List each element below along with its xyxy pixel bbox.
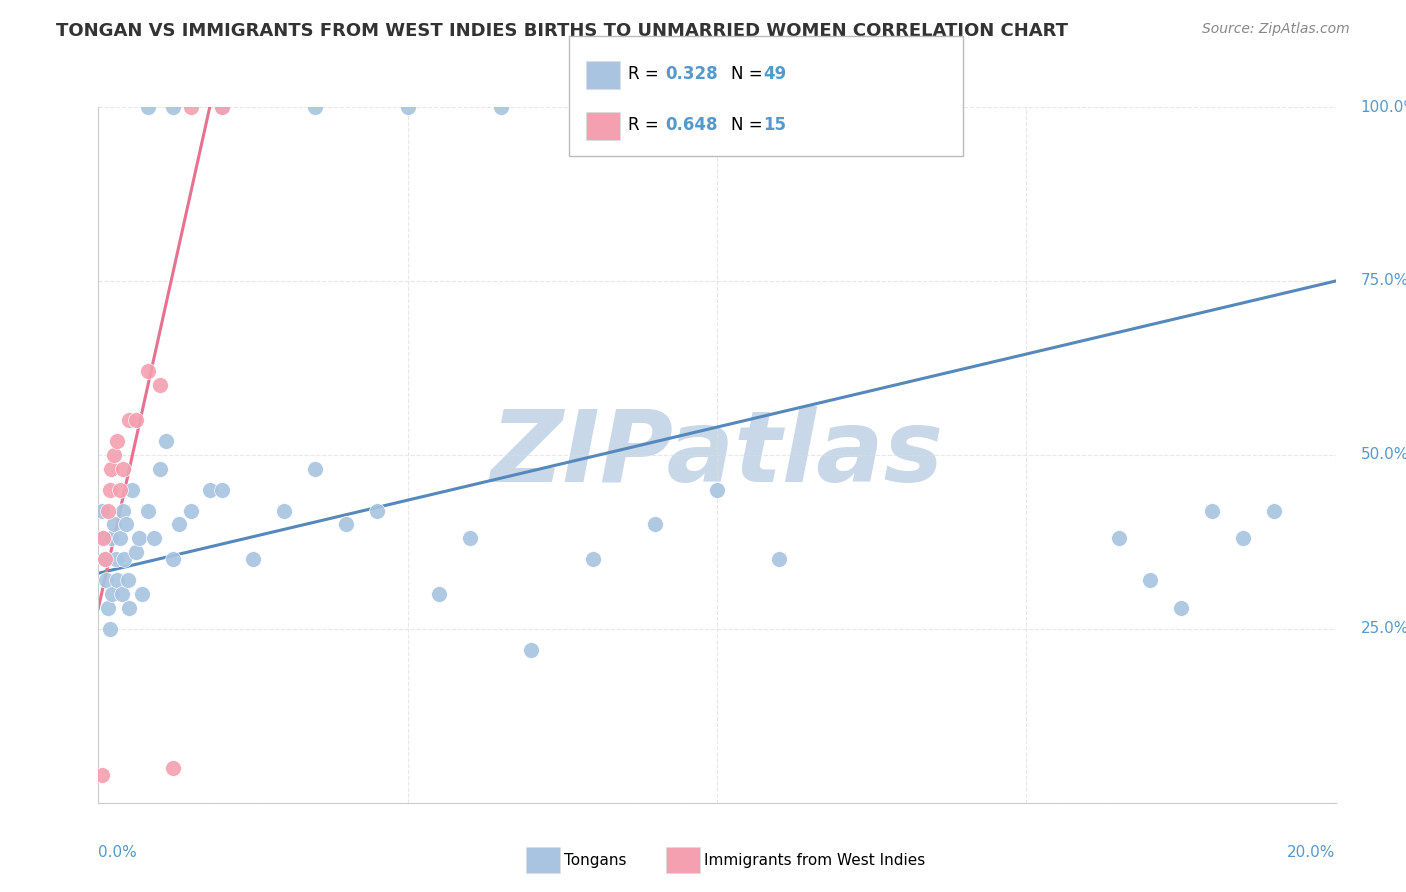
Point bbox=[111, 587, 134, 601]
Point bbox=[396, 100, 419, 114]
Point bbox=[108, 483, 131, 497]
Point bbox=[131, 587, 153, 601]
Text: Source: ZipAtlas.com: Source: ZipAtlas.com bbox=[1202, 22, 1350, 37]
Point bbox=[180, 100, 202, 114]
Point bbox=[242, 552, 264, 566]
Point bbox=[149, 462, 172, 476]
Point bbox=[103, 517, 125, 532]
Point bbox=[644, 517, 666, 532]
Point bbox=[108, 532, 131, 546]
Point bbox=[98, 483, 121, 497]
Point bbox=[1201, 503, 1223, 517]
Text: N =: N = bbox=[731, 116, 768, 134]
Point bbox=[1263, 503, 1285, 517]
Text: 20.0%: 20.0% bbox=[1288, 845, 1336, 860]
Text: Immigrants from West Indies: Immigrants from West Indies bbox=[704, 854, 925, 868]
Point bbox=[105, 573, 128, 587]
Point bbox=[675, 100, 697, 114]
Point bbox=[118, 413, 141, 427]
Text: ZIPatlas: ZIPatlas bbox=[491, 407, 943, 503]
Text: R =: R = bbox=[628, 116, 665, 134]
Point bbox=[167, 517, 190, 532]
Point bbox=[90, 503, 112, 517]
Point bbox=[115, 517, 138, 532]
Point bbox=[136, 100, 159, 114]
Point bbox=[180, 503, 202, 517]
Point bbox=[103, 448, 125, 462]
Point bbox=[520, 642, 543, 657]
Point bbox=[104, 552, 127, 566]
Point bbox=[149, 378, 172, 392]
Point bbox=[1139, 573, 1161, 587]
Point bbox=[94, 573, 117, 587]
Text: R =: R = bbox=[628, 65, 665, 83]
Point bbox=[768, 552, 790, 566]
Text: 0.328: 0.328 bbox=[665, 65, 717, 83]
Text: 25.0%: 25.0% bbox=[1361, 622, 1406, 636]
Text: 50.0%: 50.0% bbox=[1361, 448, 1406, 462]
Point bbox=[198, 483, 221, 497]
Point bbox=[124, 545, 146, 559]
Point bbox=[1108, 532, 1130, 546]
Text: 75.0%: 75.0% bbox=[1361, 274, 1406, 288]
Point bbox=[112, 503, 135, 517]
Point bbox=[112, 552, 135, 566]
Text: 0.648: 0.648 bbox=[665, 116, 717, 134]
Point bbox=[93, 532, 115, 546]
Point bbox=[155, 434, 177, 448]
Point bbox=[100, 532, 122, 546]
Point bbox=[93, 532, 115, 546]
Point bbox=[211, 100, 233, 114]
Point bbox=[211, 483, 233, 497]
Point bbox=[100, 462, 122, 476]
Point bbox=[335, 517, 357, 532]
Point bbox=[143, 532, 166, 546]
Point bbox=[97, 601, 120, 615]
Point bbox=[304, 462, 326, 476]
Point bbox=[273, 503, 295, 517]
Point bbox=[97, 503, 120, 517]
Point bbox=[582, 100, 605, 114]
Point bbox=[121, 483, 143, 497]
Point bbox=[98, 622, 121, 636]
Point bbox=[124, 413, 146, 427]
Point bbox=[1170, 601, 1192, 615]
Point bbox=[582, 552, 605, 566]
Point bbox=[136, 503, 159, 517]
Point bbox=[136, 364, 159, 378]
Point bbox=[90, 768, 112, 782]
Text: N =: N = bbox=[731, 65, 768, 83]
Point bbox=[118, 601, 141, 615]
Point bbox=[1232, 532, 1254, 546]
Point bbox=[101, 587, 124, 601]
Point bbox=[489, 100, 512, 114]
Point bbox=[706, 483, 728, 497]
Point bbox=[105, 434, 128, 448]
Point bbox=[162, 552, 184, 566]
Text: Tongans: Tongans bbox=[564, 854, 626, 868]
Text: TONGAN VS IMMIGRANTS FROM WEST INDIES BIRTHS TO UNMARRIED WOMEN CORRELATION CHAR: TONGAN VS IMMIGRANTS FROM WEST INDIES BI… bbox=[56, 22, 1069, 40]
Point bbox=[128, 532, 150, 546]
Point bbox=[427, 587, 450, 601]
Point bbox=[162, 100, 184, 114]
Point bbox=[93, 552, 115, 566]
Point bbox=[304, 100, 326, 114]
Text: 0.0%: 0.0% bbox=[98, 845, 138, 860]
Text: 15: 15 bbox=[763, 116, 786, 134]
Point bbox=[162, 761, 184, 775]
Point bbox=[117, 573, 139, 587]
Point bbox=[366, 503, 388, 517]
Point bbox=[93, 552, 115, 566]
Text: 49: 49 bbox=[763, 65, 787, 83]
Text: 100.0%: 100.0% bbox=[1361, 100, 1406, 114]
Point bbox=[112, 462, 135, 476]
Point bbox=[458, 532, 481, 546]
Point bbox=[211, 100, 233, 114]
